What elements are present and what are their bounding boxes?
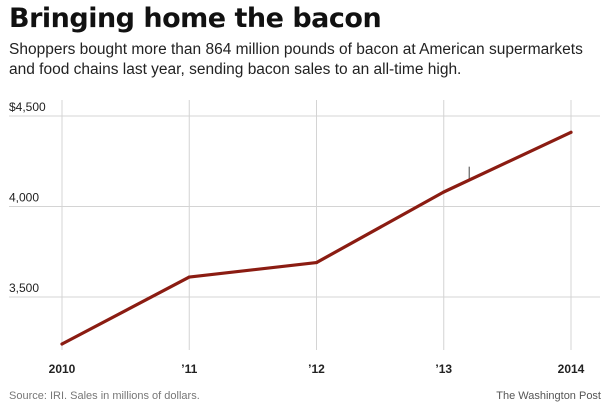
data-point <box>569 130 573 134</box>
chart-title: Bringing home the bacon <box>9 3 382 34</box>
chart-subtitle: Shoppers bought more than 864 million po… <box>9 41 583 78</box>
x-tick-label: ’13 <box>435 362 452 376</box>
source-note: Source: IRI. Sales in millions of dollar… <box>9 390 200 402</box>
publisher-credit: The Washington Post <box>496 390 601 402</box>
y-tick-label: $4,500 <box>9 100 46 114</box>
x-tick-label: 2010 <box>49 362 76 376</box>
y-tick-label: 4,000 <box>9 190 39 204</box>
data-point <box>442 190 446 194</box>
data-point <box>187 275 191 279</box>
x-tick-label: ’11 <box>181 362 197 376</box>
y-tick-label: 3,500 <box>9 281 39 295</box>
x-tick-label: ’12 <box>308 362 325 376</box>
data-point <box>60 342 64 346</box>
data-point <box>315 261 318 265</box>
x-tick-label: 2014 <box>558 362 585 376</box>
